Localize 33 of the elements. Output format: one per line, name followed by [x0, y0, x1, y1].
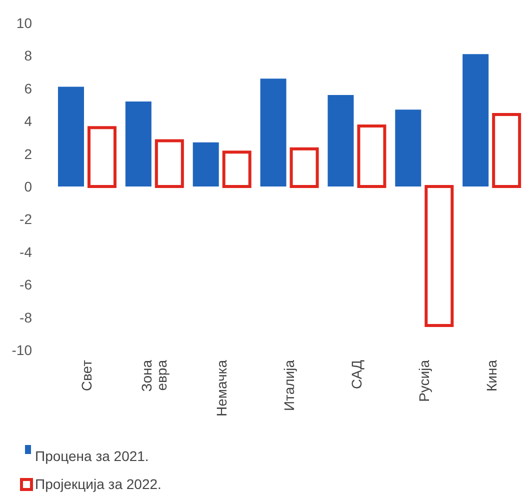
bar — [154, 139, 184, 188]
bar — [290, 147, 319, 188]
bar — [260, 78, 286, 186]
y-tick-label: -10 — [12, 342, 32, 358]
bar — [58, 86, 84, 186]
x-tick-label: САД — [348, 359, 364, 390]
bar — [492, 113, 522, 188]
y-tick-label: -2 — [20, 211, 32, 228]
bar — [328, 94, 354, 186]
y-tick-label: 8 — [24, 48, 32, 64]
y-tick-label: -8 — [20, 309, 32, 326]
bar — [88, 126, 116, 188]
legend-label: Пројекција за 2022. — [35, 476, 162, 492]
y-tick-label: 4 — [24, 113, 32, 130]
y-tick-label: 2 — [24, 146, 32, 162]
bar — [125, 101, 152, 186]
x-tick-label: Кина — [483, 360, 500, 392]
bar — [357, 124, 386, 188]
x-tick-label: Немачка — [214, 360, 230, 417]
bar — [192, 142, 219, 186]
bar — [395, 110, 422, 186]
y-tick-label: 10 — [16, 14, 32, 31]
y-tick-label: 0 — [24, 178, 32, 194]
x-tick-label: Свет — [78, 359, 95, 392]
y-tick-label: -6 — [20, 276, 32, 293]
x-tick-label: Русија — [416, 360, 432, 402]
y-tick-label: -4 — [20, 244, 32, 260]
x-tick-label: Италија — [281, 360, 297, 411]
bar — [222, 150, 252, 188]
x-tick-label: Зона евра — [138, 360, 170, 392]
legend-label: Процена за 2021. — [35, 448, 149, 464]
bar — [462, 54, 489, 186]
y-tick-label: 6 — [24, 80, 32, 96]
